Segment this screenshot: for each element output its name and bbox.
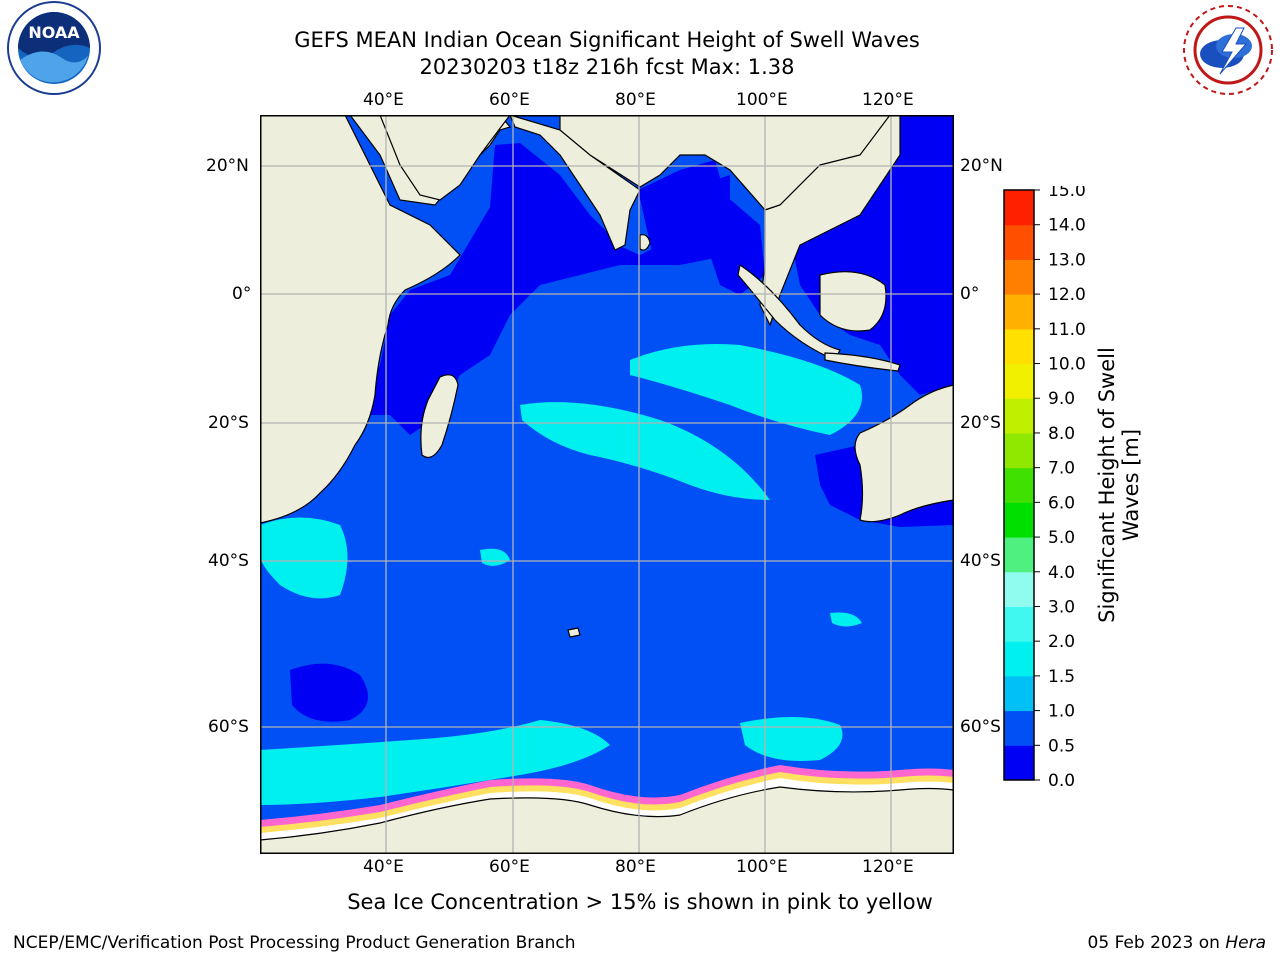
- lon-tick-top-100: 100°E: [736, 90, 788, 110]
- lat-tick-left-20n: 20°N: [206, 156, 249, 176]
- colorbar-segment: [1004, 328, 1034, 365]
- lat-tick-left-60s: 60°S: [208, 717, 249, 737]
- colorbar-tick-label: 0.5: [1048, 736, 1075, 756]
- colorbar-tick-label: 10.0: [1048, 355, 1086, 375]
- land-kerguelen: [567, 627, 581, 638]
- lon-tick-bottom-120: 120°E: [862, 857, 914, 877]
- nws-logo: [1176, 0, 1280, 100]
- colorbar-tick-label: 5.0: [1048, 528, 1075, 548]
- land-borneo: [819, 271, 887, 332]
- colorbar-segment: [1004, 398, 1034, 434]
- map-title: GEFS MEAN Indian Ocean Significant Heigh…: [294, 28, 920, 52]
- colorbar-tick-label: 0.0: [1048, 771, 1075, 786]
- colorbar: 0.0 0.5 1.0 1.5 2.0 3.0 4.0 5.0 6.0 7.0 8.0 9.0 10.0…: [1003, 186, 1086, 786]
- colorbar-segment: [1004, 294, 1034, 330]
- colorbar-segment: [1004, 432, 1034, 469]
- colorbar-segment: [1004, 502, 1034, 538]
- colorbar-frame: [1003, 189, 1035, 781]
- map-subtitle: 20230203 t18z 216h fcst Max: 1.38: [419, 55, 795, 79]
- colorbar-segment: [1004, 641, 1034, 677]
- arabian-sea-low-swell: [350, 143, 730, 445]
- colorbar-tick-label: 11.0: [1048, 320, 1086, 340]
- land-madagascar: [420, 374, 459, 458]
- colorbar-segment: [1004, 710, 1034, 746]
- land-antarctica: [260, 786, 954, 854]
- swell-band-south: [260, 720, 610, 805]
- colorbar-segment: [1004, 224, 1034, 260]
- colorbar-tick-label: 3.0: [1048, 597, 1075, 617]
- lat-tick-left-20s: 20°S: [208, 413, 249, 433]
- lon-tick-bottom-60: 60°E: [489, 857, 530, 877]
- colorbar-segment: [1004, 675, 1034, 712]
- colorbar-tick-label: 4.0: [1048, 563, 1075, 583]
- bay-of-bengal-low-swell: [638, 160, 765, 295]
- colorbar-tick-label: 13.0: [1048, 250, 1086, 270]
- lat-tick-right-40s: 40°S: [960, 551, 1001, 571]
- lon-tick-top-120: 120°E: [862, 90, 914, 110]
- indian-ocean-map: [260, 115, 954, 854]
- swell-band-southwest: [260, 517, 348, 599]
- land-arabia: [379, 115, 511, 201]
- southern-low-swell-patch: [290, 663, 368, 722]
- lat-tick-right-20s: 20°S: [960, 413, 1001, 433]
- colorbar-tick-label: 6.0: [1048, 493, 1075, 513]
- lon-tick-bottom-100: 100°E: [736, 857, 788, 877]
- land-australia: [854, 384, 954, 523]
- land-sri-lanka: [639, 234, 651, 251]
- colorbar-segment: [1004, 363, 1034, 399]
- svg-text:NOAA: NOAA: [28, 23, 80, 42]
- colorbar-segment: [1004, 571, 1034, 607]
- lat-tick-right-20n: 20°N: [960, 156, 1003, 176]
- swell-band-central: [520, 402, 770, 500]
- lon-tick-top-40: 40°E: [363, 90, 404, 110]
- colorbar-segment: [1004, 467, 1034, 503]
- lon-tick-top-80: 80°E: [615, 90, 656, 110]
- colorbar-segment: [1004, 745, 1034, 781]
- colorbar-tick-label: 15.0: [1048, 186, 1086, 201]
- lon-tick-top-60: 60°E: [489, 90, 530, 110]
- lat-tick-left-0: 0°: [232, 284, 252, 304]
- colorbar-tick-label: 8.0: [1048, 424, 1075, 444]
- footer-credit: NCEP/EMC/Verification Post Processing Pr…: [13, 933, 576, 953]
- lon-tick-bottom-40: 40°E: [363, 857, 404, 877]
- colorbar-segment: [1004, 606, 1034, 642]
- swell-band-north: [630, 344, 862, 435]
- colorbar-tick-label: 9.0: [1048, 389, 1075, 409]
- land-java: [824, 352, 901, 372]
- lat-tick-right-60s: 60°S: [960, 717, 1001, 737]
- footer-host: Hera: [1225, 933, 1266, 953]
- lat-tick-left-40s: 40°S: [208, 551, 249, 571]
- colorbar-tick-label: 2.0: [1048, 632, 1075, 652]
- colorbar-label: Significant Height of Swell Waves [m]: [1095, 347, 1143, 623]
- graticule: [260, 115, 954, 854]
- noaa-logo: NOAA: [2, 0, 106, 100]
- footer-date: 05 Feb 2023 on Hera: [1087, 933, 1266, 953]
- land-indochina: [759, 115, 901, 327]
- lon-tick-bottom-80: 80°E: [615, 857, 656, 877]
- colorbar-tick-label: 7.0: [1048, 459, 1075, 479]
- colorbar-tick-label: 14.0: [1048, 216, 1086, 236]
- colorbar-tick-label: 1.0: [1048, 702, 1075, 722]
- colorbar-tick-label: 1.5: [1048, 667, 1075, 687]
- colorbar-segment: [1004, 190, 1034, 226]
- sea-ice-note: Sea Ice Concentration > 15% is shown in …: [347, 890, 933, 914]
- colorbar-segment: [1004, 259, 1034, 295]
- map-frame: [260, 115, 954, 854]
- lat-tick-right-0: 0°: [960, 284, 980, 304]
- swell-patch-2: [830, 612, 862, 627]
- colorbar-tick-label: 12.0: [1048, 285, 1086, 305]
- colorbar-segment: [1004, 537, 1034, 573]
- land-masses: [260, 115, 954, 854]
